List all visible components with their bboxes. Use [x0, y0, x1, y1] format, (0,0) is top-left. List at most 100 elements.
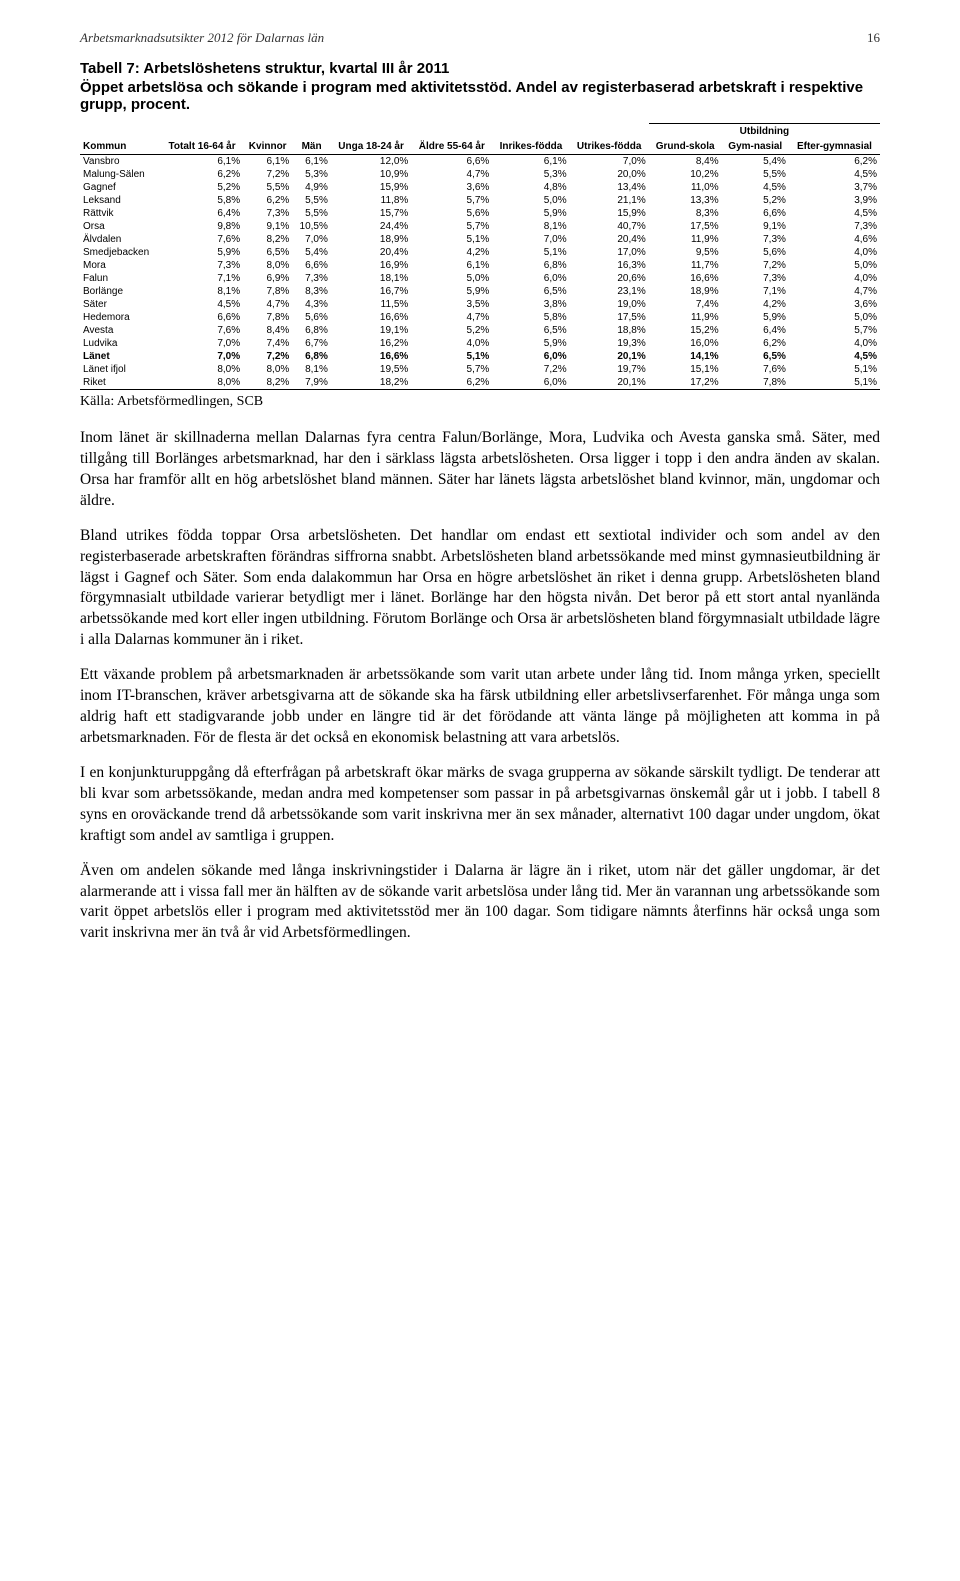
table-cell: 7,3%: [292, 272, 331, 285]
table-cell: 5,2%: [161, 181, 243, 194]
table-cell: 20,1%: [570, 376, 649, 390]
table-row: Falun7,1%6,9%7,3%18,1%5,0%6,0%20,6%16,6%…: [80, 272, 880, 285]
table-cell: 6,1%: [292, 155, 331, 169]
table-cell: Ludvika: [80, 337, 161, 350]
table-cell: 6,6%: [292, 259, 331, 272]
table-cell: Älvdalen: [80, 233, 161, 246]
table-row: Älvdalen7,6%8,2%7,0%18,9%5,1%7,0%20,4%11…: [80, 233, 880, 246]
table-cell: 7,8%: [722, 376, 789, 390]
table-cell: 14,1%: [649, 350, 722, 363]
table-cell: 5,9%: [722, 311, 789, 324]
table-cell: 20,6%: [570, 272, 649, 285]
table-cell: 7,3%: [161, 259, 243, 272]
table-cell: 5,1%: [411, 233, 492, 246]
table-cell: 7,6%: [161, 324, 243, 337]
table-row: Orsa9,8%9,1%10,5%24,4%5,7%8,1%40,7%17,5%…: [80, 220, 880, 233]
table-cell: 5,1%: [789, 376, 880, 390]
table-cell: 7,8%: [243, 285, 292, 298]
table-cell: 20,0%: [570, 168, 649, 181]
table-cell: 6,2%: [789, 155, 880, 169]
table-cell: 17,5%: [649, 220, 722, 233]
table-cell: 8,4%: [649, 155, 722, 169]
table-cell: 6,5%: [492, 285, 569, 298]
paragraph-2: Ett växande problem på arbetsmarknaden ä…: [80, 665, 880, 749]
col-9: Gym-nasial: [722, 139, 789, 155]
table-cell: 6,8%: [492, 259, 569, 272]
table-cell: 18,2%: [331, 376, 411, 390]
table-cell: 5,2%: [722, 194, 789, 207]
header-title: Arbetsmarknadsutsikter 2012 för Dalarnas…: [80, 30, 324, 46]
table-cell: Falun: [80, 272, 161, 285]
table-cell: 16,6%: [331, 311, 411, 324]
table-cell: 4,7%: [789, 285, 880, 298]
table-cell: 16,6%: [331, 350, 411, 363]
table-cell: 21,1%: [570, 194, 649, 207]
table-cell: 6,5%: [722, 350, 789, 363]
table-cell: 7,2%: [722, 259, 789, 272]
table-cell: 4,8%: [492, 181, 569, 194]
table-cell: 15,2%: [649, 324, 722, 337]
table-cell: 7,6%: [722, 363, 789, 376]
table-cell: 3,6%: [789, 298, 880, 311]
unemployment-table: Utbildning Kommun Totalt 16-64 år Kvinno…: [80, 123, 880, 390]
table-cell: 10,5%: [292, 220, 331, 233]
table-cell: 13,3%: [649, 194, 722, 207]
table-cell: 7,8%: [243, 311, 292, 324]
table-cell: 8,0%: [161, 376, 243, 390]
table-cell: 5,9%: [492, 207, 569, 220]
paragraph-3: I en konjunkturuppgång då efterfrågan på…: [80, 763, 880, 847]
table-cell: Rättvik: [80, 207, 161, 220]
table-cell: 6,2%: [722, 337, 789, 350]
table-cell: 6,9%: [243, 272, 292, 285]
table-cell: 5,1%: [492, 246, 569, 259]
table-cell: 19,3%: [570, 337, 649, 350]
table-cell: 6,6%: [161, 311, 243, 324]
table-cell: 4,3%: [292, 298, 331, 311]
table-cell: 5,4%: [722, 155, 789, 169]
table-row: Gagnef5,2%5,5%4,9%15,9%3,6%4,8%13,4%11,0…: [80, 181, 880, 194]
table-row: Riket8,0%8,2%7,9%18,2%6,2%6,0%20,1%17,2%…: [80, 376, 880, 390]
table-cell: 16,7%: [331, 285, 411, 298]
table-cell: 5,2%: [411, 324, 492, 337]
table-cell: 7,1%: [722, 285, 789, 298]
table-cell: 7,4%: [243, 337, 292, 350]
table-cell: 18,9%: [331, 233, 411, 246]
table-cell: 16,3%: [570, 259, 649, 272]
table-cell: 9,1%: [243, 220, 292, 233]
table-cell: 6,7%: [292, 337, 331, 350]
table-cell: 6,5%: [243, 246, 292, 259]
col-0: Kommun: [80, 139, 161, 155]
table-cell: 17,5%: [570, 311, 649, 324]
table-row: Länet ifjol8,0%8,0%8,1%19,5%5,7%7,2%19,7…: [80, 363, 880, 376]
table-row: Länet7,0%7,2%6,8%16,6%5,1%6,0%20,1%14,1%…: [80, 350, 880, 363]
table-cell: 6,0%: [492, 376, 569, 390]
table-cell: 8,2%: [243, 233, 292, 246]
table-cell: Smedjebacken: [80, 246, 161, 259]
table-cell: 11,5%: [331, 298, 411, 311]
table-cell: 7,3%: [722, 272, 789, 285]
col-5: Äldre 55-64 år: [411, 139, 492, 155]
table-cell: 6,0%: [492, 350, 569, 363]
table-cell: 5,7%: [411, 220, 492, 233]
col-3: Män: [292, 139, 331, 155]
table-cell: 11,8%: [331, 194, 411, 207]
table-row: Smedjebacken5,9%6,5%5,4%20,4%4,2%5,1%17,…: [80, 246, 880, 259]
table-row: Rättvik6,4%7,3%5,5%15,7%5,6%5,9%15,9%8,3…: [80, 207, 880, 220]
table-cell: 5,6%: [292, 311, 331, 324]
table-cell: Hedemora: [80, 311, 161, 324]
table-cell: 3,6%: [411, 181, 492, 194]
table-cell: 7,3%: [243, 207, 292, 220]
table-cell: 5,0%: [789, 311, 880, 324]
table-cell: 9,5%: [649, 246, 722, 259]
table-cell: 7,2%: [243, 168, 292, 181]
paragraph-1: Bland utrikes födda toppar Orsa arbetslö…: [80, 526, 880, 652]
table-cell: 5,9%: [411, 285, 492, 298]
table-row: Ludvika7,0%7,4%6,7%16,2%4,0%5,9%19,3%16,…: [80, 337, 880, 350]
table-cell: 20,4%: [331, 246, 411, 259]
table-cell: 20,4%: [570, 233, 649, 246]
table-cell: 16,9%: [331, 259, 411, 272]
col-6: Inrikes-födda: [492, 139, 569, 155]
table-cell: 4,7%: [411, 168, 492, 181]
table-cell: 4,2%: [722, 298, 789, 311]
table-cell: 6,4%: [161, 207, 243, 220]
